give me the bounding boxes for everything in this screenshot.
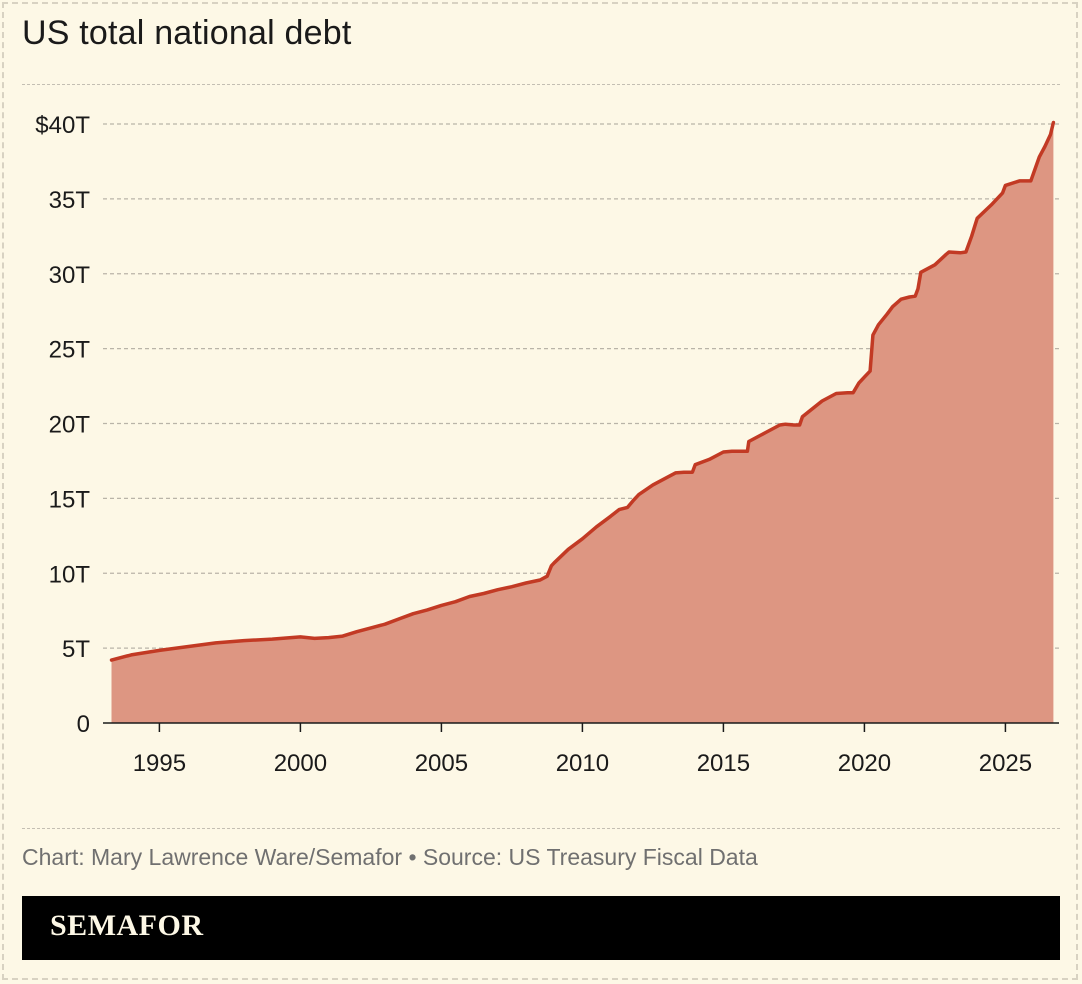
x-tick-label: 2025 [979, 750, 1032, 777]
x-tick-label: 2015 [697, 750, 750, 777]
x-tick-label: 2005 [415, 750, 468, 777]
y-tick-label: 10T [49, 561, 91, 588]
y-tick-label: 20T [49, 412, 91, 439]
area-series [109, 120, 1056, 723]
y-tick-label: 0 [77, 711, 90, 738]
axes: 0 5T 10T 15T 20T 25T 30T 35T $40T 1995 2000 2005 201… [35, 112, 1059, 777]
x-tick-label: 1995 [133, 750, 186, 777]
y-tick-label: 25T [49, 337, 91, 364]
top-divider [22, 84, 1060, 85]
debt-area-chart: 0 5T 10T 15T 20T 25T 30T 35T $40T 1995 2000 2005 201… [35, 112, 1059, 777]
source-credit: Chart: Mary Lawrence Ware/Semafor • Sour… [22, 844, 758, 870]
chart-title: US total national debt [22, 14, 352, 52]
x-tick-label: 2010 [556, 750, 609, 777]
debt-area-fill [111, 122, 1054, 723]
y-tick-label: 15T [49, 486, 91, 513]
x-tick-label: 2000 [274, 750, 327, 777]
y-tick-label: $40T [35, 112, 90, 139]
y-tick-label: 5T [62, 636, 90, 663]
debt-series-line [109, 120, 1056, 662]
x-tick-label: 2020 [838, 750, 891, 777]
bottom-divider [22, 828, 1060, 829]
brand-bar: SEMAFOR [22, 896, 1060, 960]
y-tick-label: 35T [49, 187, 91, 214]
semafor-logo: SEMAFOR [50, 909, 204, 942]
y-tick-label: 30T [49, 262, 91, 289]
